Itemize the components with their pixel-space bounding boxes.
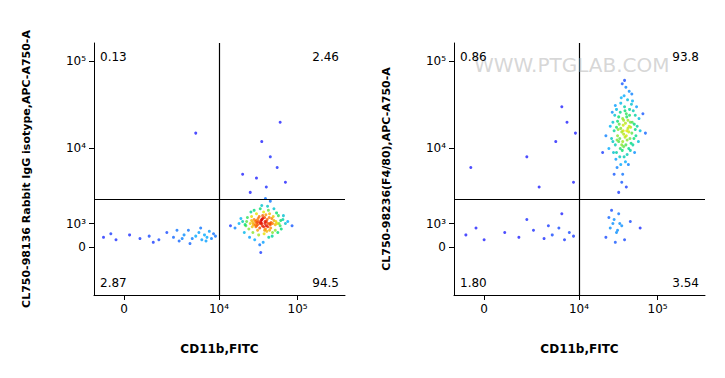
svg-text:10⁴: 10⁴ (66, 141, 86, 155)
svg-text:3.54: 3.54 (672, 276, 699, 290)
svg-text:10⁴: 10⁴ (209, 302, 229, 316)
svg-text:2.87: 2.87 (100, 276, 127, 290)
svg-text:10⁵: 10⁵ (66, 54, 86, 68)
svg-text:94.5: 94.5 (312, 276, 339, 290)
svg-text:93.8: 93.8 (672, 50, 699, 64)
svg-text:0: 0 (480, 302, 488, 316)
svg-text:10⁴: 10⁴ (426, 141, 446, 155)
svg-text:CD11b,FITC: CD11b,FITC (540, 342, 618, 356)
svg-text:10³: 10³ (426, 217, 446, 231)
svg-text:CD11b,FITC: CD11b,FITC (180, 342, 258, 356)
svg-text:CL750-98236(F4/80),APC-A750-A: CL750-98236(F4/80),APC-A750-A (380, 67, 393, 271)
svg-text:10⁵: 10⁵ (426, 54, 446, 68)
svg-text:0: 0 (78, 240, 86, 254)
svg-text:0.86: 0.86 (460, 50, 487, 64)
svg-text:1.80: 1.80 (460, 276, 487, 290)
svg-text:0: 0 (120, 302, 128, 316)
svg-text:10⁵: 10⁵ (648, 302, 668, 316)
svg-text:WWW.PTGLAB.COM: WWW.PTGLAB.COM (474, 53, 670, 77)
svg-text:10⁵: 10⁵ (288, 302, 308, 316)
svg-text:0: 0 (438, 240, 446, 254)
svg-text:10⁴: 10⁴ (569, 302, 589, 316)
svg-text:10³: 10³ (66, 217, 86, 231)
svg-text:0.13: 0.13 (100, 50, 127, 64)
svg-text:2.46: 2.46 (312, 50, 339, 64)
svg-text:CL750-98136 Rabbit IgG isotype: CL750-98136 Rabbit IgG isotype,APC-A750-… (20, 30, 33, 308)
